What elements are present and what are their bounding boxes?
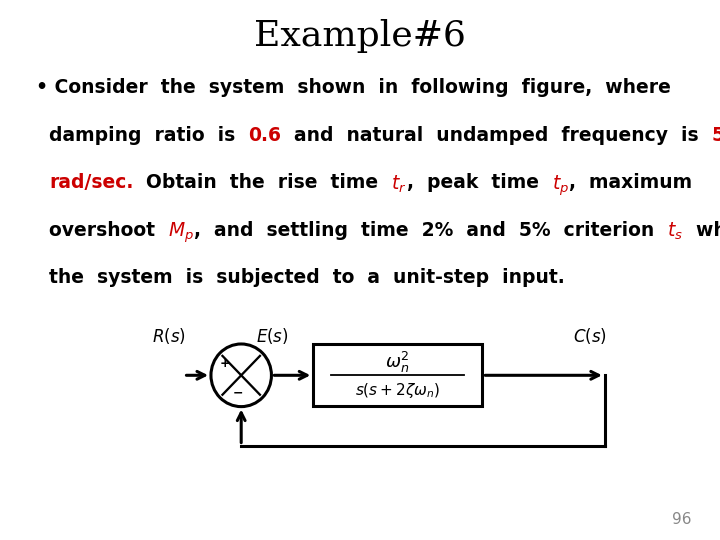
- Text: 96: 96: [672, 511, 691, 526]
- Text: +: +: [220, 357, 230, 370]
- Text: $t_r$: $t_r$: [392, 173, 407, 194]
- Text: $R(s)$: $R(s)$: [153, 326, 186, 346]
- Text: 5: 5: [712, 126, 720, 145]
- Text: ,  maximum: , maximum: [569, 173, 692, 192]
- Text: $\omega_n^2$: $\omega_n^2$: [385, 349, 410, 375]
- Text: overshoot: overshoot: [36, 221, 168, 240]
- Text: Obtain  the  rise  time: Obtain the rise time: [133, 173, 392, 192]
- Text: $C(s)$: $C(s)$: [574, 326, 607, 346]
- Text: −: −: [233, 386, 243, 399]
- Text: when: when: [683, 221, 720, 240]
- Text: ,  and  settling  time  2%  and  5%  criterion: , and settling time 2% and 5% criterion: [194, 221, 667, 240]
- Text: $t_s$: $t_s$: [667, 221, 683, 242]
- Text: 0.6: 0.6: [248, 126, 282, 145]
- Text: $t_p$: $t_p$: [552, 173, 569, 198]
- Text: the  system  is  subjected  to  a  unit-step  input.: the system is subjected to a unit-step i…: [36, 268, 564, 287]
- Text: $E(s)$: $E(s)$: [256, 326, 289, 346]
- Bar: [313, 344, 482, 406]
- Text: Example#6: Example#6: [254, 19, 466, 53]
- Text: ,  peak  time: , peak time: [407, 173, 552, 192]
- Text: and  natural  undamped  frequency  is: and natural undamped frequency is: [282, 126, 712, 145]
- Text: $s(s + 2\zeta\omega_n)$: $s(s + 2\zeta\omega_n)$: [355, 381, 441, 400]
- Text: rad/sec.: rad/sec.: [49, 173, 133, 192]
- Text: damping  ratio  is: damping ratio is: [36, 126, 248, 145]
- Text: • Consider  the  system  shown  in  following  figure,  where: • Consider the system shown in following…: [36, 78, 671, 97]
- Text: $M_p$: $M_p$: [168, 221, 194, 245]
